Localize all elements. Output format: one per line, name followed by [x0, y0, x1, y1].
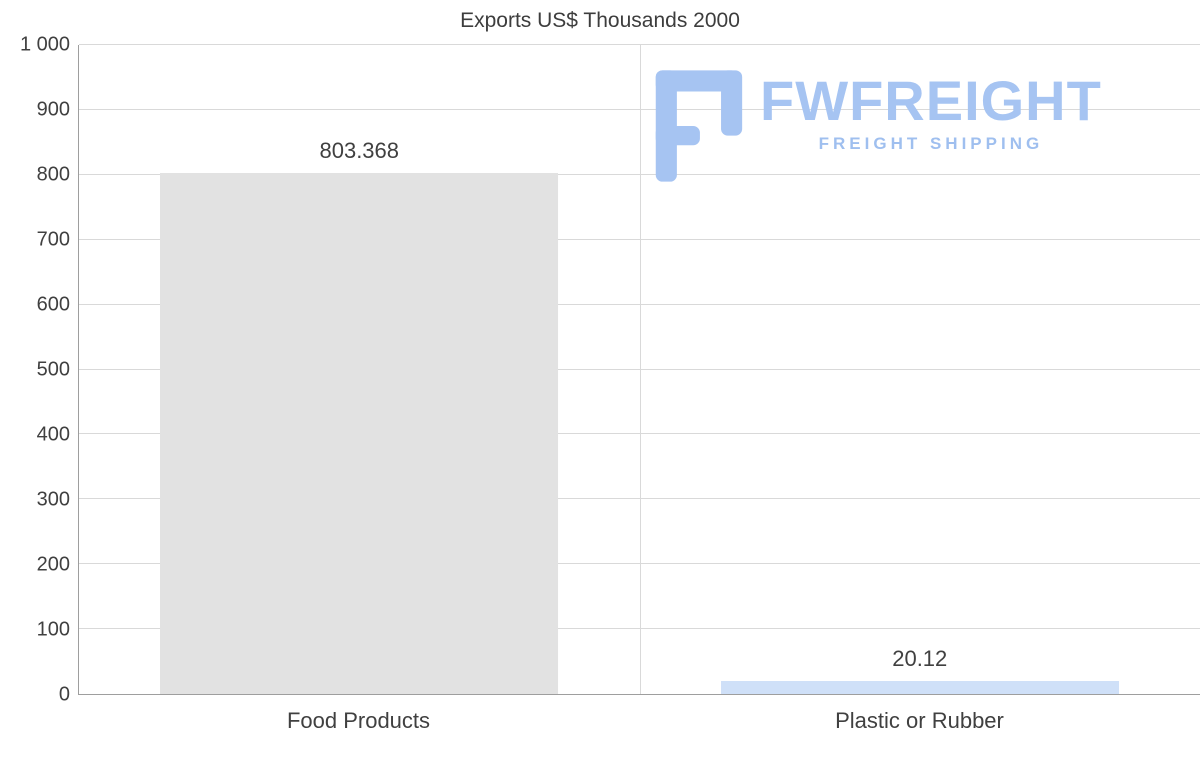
y-axis: 0 100 200 300 400 500 600 700 800 900 1 000 [0, 34, 78, 706]
logo-text: FWFREIGHT FREIGHT SHIPPING [760, 70, 1102, 154]
x-category-label: Food Products [286, 708, 431, 733]
x-axis: Food Products Plastic or Rubber [78, 695, 1200, 763]
y-tick-label: 400 [36, 423, 70, 446]
y-tick-label: 200 [36, 553, 70, 576]
category-band: 803.368 [79, 45, 640, 694]
gridline [79, 44, 1200, 45]
y-tick-label: 100 [36, 618, 70, 641]
logo-subtitle: FREIGHT SHIPPING [818, 133, 1044, 153]
chart-title: Exports US$ Thousands 2000 [460, 9, 740, 32]
y-tick-label: 900 [36, 98, 70, 121]
category-band: 20.12 [640, 45, 1200, 694]
x-category-label: Plastic or Rubber [835, 708, 1004, 733]
y-tick-label: 0 [58, 683, 70, 706]
y-tick-label: 600 [36, 293, 70, 316]
y-tick-label: 700 [36, 228, 70, 251]
bar-food-products [160, 172, 559, 694]
y-tick-label: 300 [36, 488, 70, 511]
logo: FWFREIGHT FREIGHT SHIPPING [650, 70, 1102, 182]
y-tick-label: 1 000 [19, 33, 70, 56]
logo-name: FWFREIGHT [760, 69, 1102, 132]
bar-plastic-or-rubber [720, 680, 1119, 694]
category-divider [639, 45, 641, 694]
plot-area: 803.368 20.12 [78, 44, 1200, 695]
value-label: 803.368 [319, 137, 400, 163]
fwfreight-logo-icon [655, 70, 743, 182]
y-tick-label: 800 [36, 163, 70, 186]
y-tick-label: 500 [36, 358, 70, 381]
value-label: 20.12 [892, 645, 948, 671]
